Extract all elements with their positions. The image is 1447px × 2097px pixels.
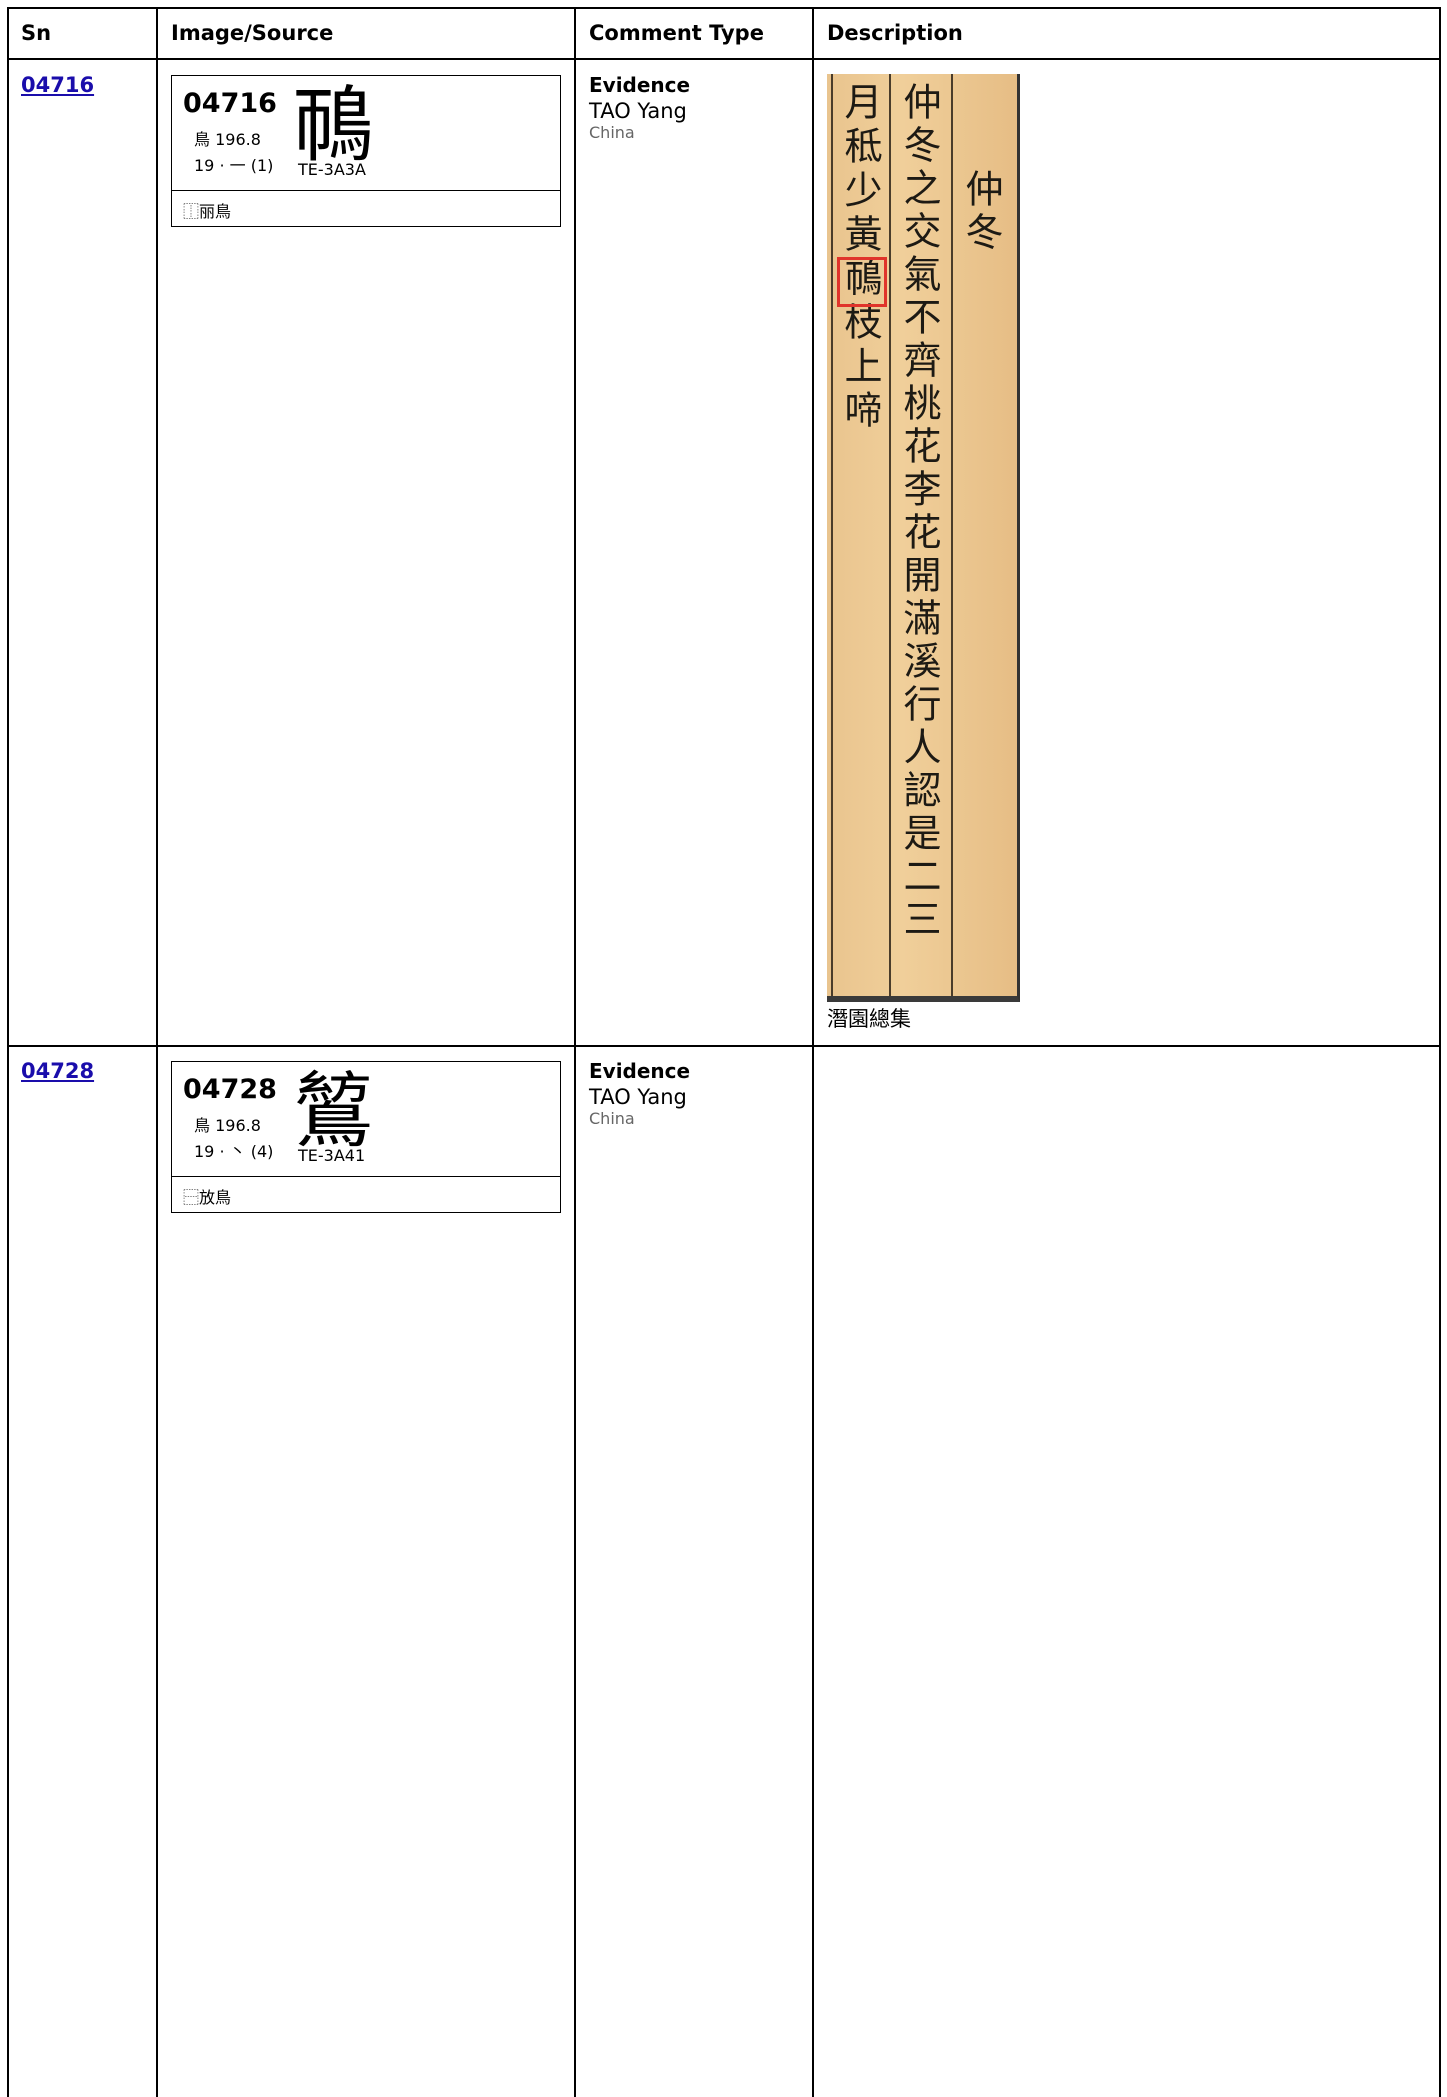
sn-link[interactable]: 04728 <box>21 1059 95 1083</box>
border <box>1439 7 1441 2097</box>
country: China <box>589 1109 635 1128</box>
divider <box>172 190 560 191</box>
glyph: 鶭 <box>292 1064 375 1159</box>
sn-link[interactable]: 04716 <box>21 73 95 97</box>
strokes: 19 · 一 (1) <box>194 156 274 175</box>
border <box>7 58 1441 60</box>
strokes: 19 · 丶 (4) <box>194 1142 274 1161</box>
glyph-card: 04728 鳥 196.8 19 · 丶 (4) 鶭 TE-3A41 ⿱放鳥 <box>171 1061 561 1213</box>
author: TAO Yang <box>589 1085 687 1109</box>
header: Sn <box>21 21 52 45</box>
glyph-card: 04716 鳥 196.8 19 · 一 (1) 鳾 TE-3A3A ⿰丽鳥 <box>171 75 561 227</box>
source-ref: TE-3A41 <box>298 1146 366 1165</box>
comment-type: Evidence <box>589 1059 691 1083</box>
glyph: 鳾 <box>292 78 375 173</box>
source-ref: TE-3A3A <box>298 160 366 179</box>
country: China <box>589 123 635 142</box>
ids: ⿱放鳥 <box>183 1188 232 1207</box>
border <box>7 7 1441 9</box>
divider <box>172 1176 560 1177</box>
code: 04716 <box>183 88 277 119</box>
comment: Evidence TAO Yang China <box>589 1059 690 1128</box>
radical: 鳥 196.8 <box>194 1116 261 1135</box>
image-text: 仲冬之交氣不齊桃花李花開滿溪行人認是二三 <box>897 82 941 942</box>
border <box>812 7 814 2097</box>
caption: 潛園總集 <box>827 1007 911 1031</box>
radical: 鳥 196.8 <box>194 130 261 149</box>
code: 04728 <box>183 1074 277 1105</box>
rule <box>889 74 891 996</box>
border <box>156 7 158 2097</box>
border <box>7 1045 1441 1047</box>
rule <box>951 74 953 996</box>
comment-type: Evidence <box>589 73 691 97</box>
evidence-image: 仲冬 仲冬之交氣不齊桃花李花開滿溪行人認是二三 月秪少黃鳾枝上啼 <box>827 74 1020 1002</box>
author: TAO Yang <box>589 99 687 123</box>
header: Image/Source <box>171 21 334 45</box>
header: Description <box>827 21 963 45</box>
comment: Evidence TAO Yang China <box>589 73 690 142</box>
border <box>7 7 9 2097</box>
ids: ⿰丽鳥 <box>183 202 232 221</box>
header: Comment Type <box>589 21 764 45</box>
image-text: 仲冬 <box>959 169 1003 255</box>
border <box>574 7 576 2097</box>
highlight-box <box>837 257 887 307</box>
rule <box>831 74 833 996</box>
